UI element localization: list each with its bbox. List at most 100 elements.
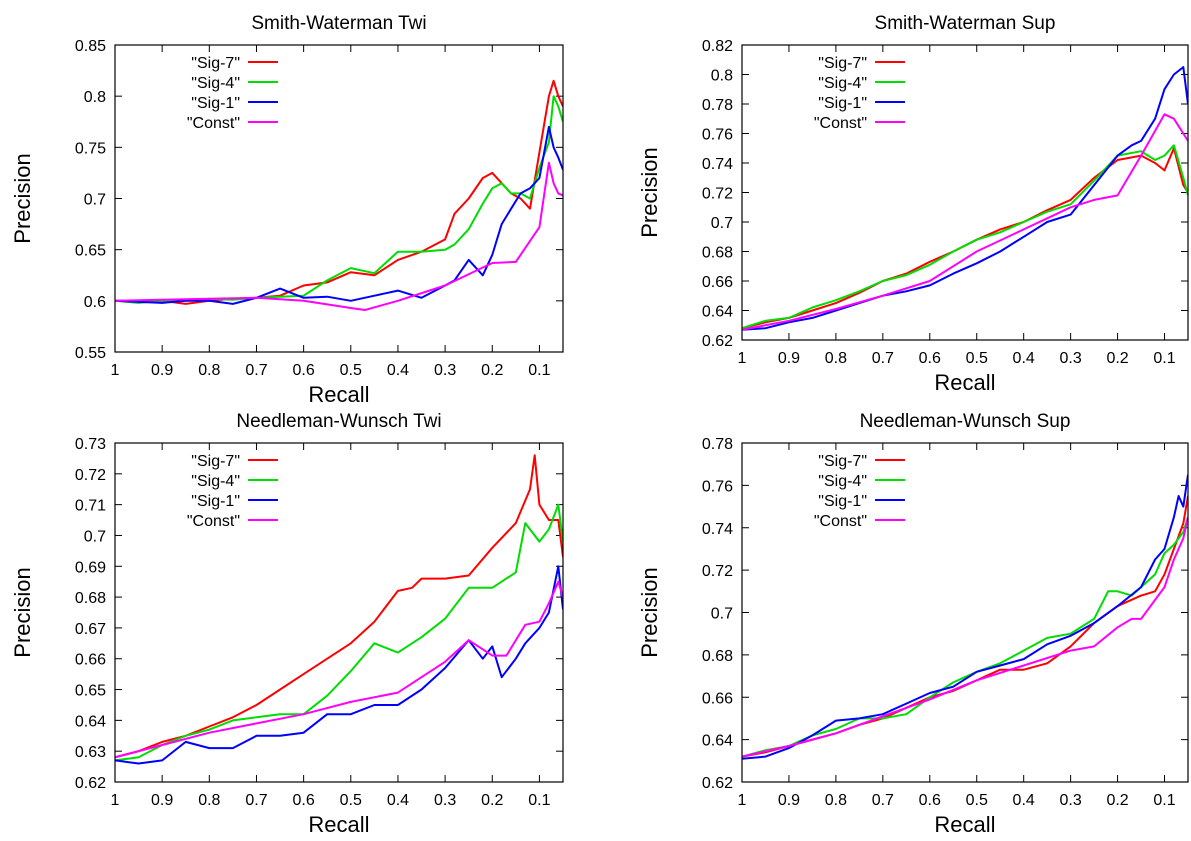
series-line-2 <box>115 95 563 304</box>
legend-label: "Const" <box>814 115 867 132</box>
y-tick-label: 0.66 <box>75 652 106 669</box>
y-tick-label: 0.75 <box>75 140 106 157</box>
series-line-4 <box>742 113 1188 331</box>
x-tick-label: 0.8 <box>198 362 220 379</box>
series-line-1 <box>742 147 1188 330</box>
x-tick-label: 0.3 <box>1060 792 1082 809</box>
x-tick-label: 0.1 <box>1153 350 1175 367</box>
chart-panel-4: Needleman-Wunsch Sup 0.62 0.64 0.66 0.68 0.7 0… <box>637 411 1189 837</box>
y-axis-label: Precision <box>637 567 662 657</box>
x-tick-label: 0.2 <box>481 792 503 809</box>
legend-label: "Sig-7" <box>818 55 867 72</box>
y-axis-label: Precision <box>10 567 35 657</box>
series-line-4 <box>115 161 563 311</box>
series-line-2 <box>742 516 1188 758</box>
y-tick-label: 0.67 <box>75 621 106 638</box>
y-tick-label: 0.78 <box>702 436 733 453</box>
x-tick-label: 0.9 <box>151 792 173 809</box>
y-tick-label: 0.64 <box>702 304 733 321</box>
x-tick-label: 1 <box>738 792 747 809</box>
x-axis-label: Recall <box>934 812 995 837</box>
y-tick-label: 0.71 <box>75 498 106 515</box>
plot-frame <box>114 44 564 353</box>
x-tick-label: 0.3 <box>434 792 456 809</box>
y-tick-label: 0.82 <box>702 38 733 55</box>
y-tick-label: 0.8 <box>84 89 106 106</box>
x-tick-label: 0.5 <box>340 792 362 809</box>
x-axis-label: Recall <box>934 370 995 395</box>
x-tick-label: 0.6 <box>919 792 941 809</box>
y-tick-label: 0.62 <box>702 333 733 350</box>
x-tick-label: 0.5 <box>966 350 988 367</box>
x-axis-label: Recall <box>308 812 369 837</box>
legend-label: "Sig-4" <box>818 75 867 92</box>
chart-title: Smith-Waterman Sup <box>875 13 1056 34</box>
series-line-3 <box>115 125 563 305</box>
legend-label: "Sig-7" <box>191 453 240 470</box>
y-tick-label: 0.74 <box>702 521 733 538</box>
x-tick-label: 0.1 <box>1153 792 1175 809</box>
x-tick-label: 0.6 <box>293 792 315 809</box>
y-tick-label: 0.7 <box>711 215 733 232</box>
x-tick-label: 1 <box>738 350 747 367</box>
x-tick-label: 0.8 <box>825 350 847 367</box>
legend-label: "Sig-1" <box>191 493 240 510</box>
y-tick-label: 0.6 <box>84 294 106 311</box>
series-line-4 <box>115 580 563 759</box>
y-tick-label: 0.68 <box>702 648 733 665</box>
chart-title: Needleman-Wunsch Sup <box>860 411 1071 432</box>
x-tick-label: 0.4 <box>1013 792 1035 809</box>
y-tick-label: 0.66 <box>702 690 733 707</box>
series-line-3 <box>115 565 563 765</box>
y-tick-label: 0.72 <box>702 563 733 580</box>
legend-label: "Const" <box>814 513 867 530</box>
x-tick-label: 0.1 <box>528 362 550 379</box>
x-tick-label: 1 <box>111 362 120 379</box>
x-tick-label: 0.8 <box>198 792 220 809</box>
legend-label: "Const" <box>187 115 240 132</box>
series-line-1 <box>115 79 563 305</box>
y-tick-label: 0.85 <box>75 38 106 55</box>
y-tick-label: 0.68 <box>75 590 106 607</box>
x-tick-label: 0.3 <box>1060 350 1082 367</box>
x-tick-label: 0.2 <box>1106 350 1128 367</box>
y-tick-label: 0.76 <box>702 478 733 495</box>
y-tick-label: 0.62 <box>702 775 733 792</box>
y-tick-label: 0.63 <box>75 744 106 761</box>
x-tick-label: 0.9 <box>778 350 800 367</box>
legend-label: "Sig-4" <box>191 75 240 92</box>
legend-label: "Sig-1" <box>818 95 867 112</box>
x-tick-label: 0.1 <box>528 792 550 809</box>
y-tick-label: 0.72 <box>702 186 733 203</box>
y-tick-label: 0.7 <box>711 606 733 623</box>
x-tick-label: 0.4 <box>1013 350 1035 367</box>
y-tick-label: 0.76 <box>702 127 733 144</box>
legend-label: "Sig-1" <box>818 493 867 510</box>
y-tick-label: 0.73 <box>75 436 106 453</box>
y-tick-label: 0.68 <box>702 245 733 262</box>
chart-panel-1: Smith-Waterman Twi 0.55 0.6 0.65 0.7 0.75 0.8 0… <box>10 13 564 407</box>
y-tick-label: 0.7 <box>84 192 106 209</box>
y-axis-label: Precision <box>637 147 662 237</box>
chart-panel-3: Needleman-Wunsch Twi 0.62 0.63 0.64 0.65 0.66… <box>10 411 564 837</box>
x-tick-label: 0.4 <box>387 362 409 379</box>
y-tick-label: 0.69 <box>75 559 106 576</box>
x-tick-label: 0.9 <box>778 792 800 809</box>
series-line-3 <box>742 474 1188 760</box>
x-tick-label: 0.7 <box>245 362 267 379</box>
y-tick-label: 0.64 <box>702 733 733 750</box>
y-tick-label: 0.78 <box>702 97 733 114</box>
x-tick-label: 0.9 <box>151 362 173 379</box>
legend-label: "Sig-7" <box>191 55 240 72</box>
x-tick-label: 0.2 <box>1106 792 1128 809</box>
x-tick-label: 0.7 <box>872 350 894 367</box>
chart-title: Needleman-Wunsch Twi <box>236 411 441 432</box>
x-tick-label: 0.6 <box>293 362 315 379</box>
x-tick-label: 0.7 <box>245 792 267 809</box>
plot-frame <box>741 442 1189 783</box>
plot-frame <box>114 442 564 783</box>
x-tick-label: 0.2 <box>481 362 503 379</box>
chart-panel-2: Smith-Waterman Sup 0.62 0.64 0.66 0.68 0.7 0.7… <box>637 13 1189 395</box>
x-tick-label: 0.6 <box>919 350 941 367</box>
